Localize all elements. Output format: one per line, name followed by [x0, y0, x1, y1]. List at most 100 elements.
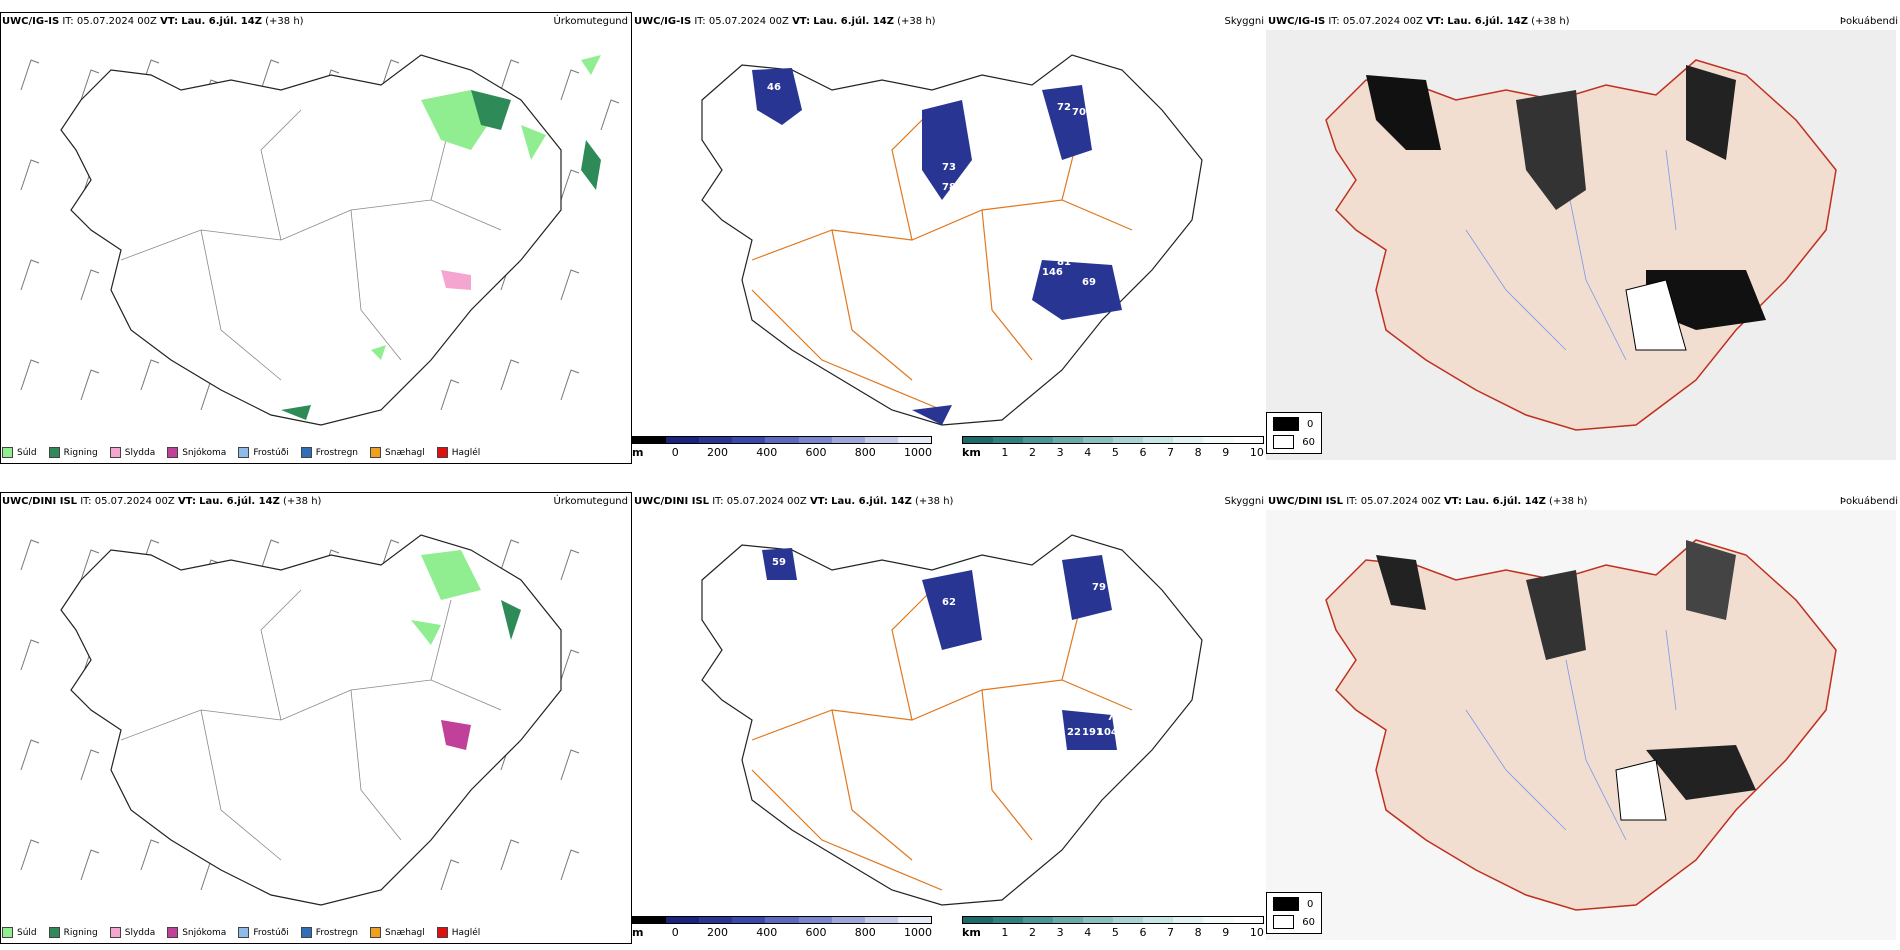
ceiling-panel-bottom: UWC/DINI ISL IT: 05.07.2024 00Z VT: Lau.…	[632, 492, 1264, 944]
ceiling-value-label: 73	[942, 162, 956, 173]
legend-swatch	[370, 927, 382, 938]
colorbar-cell	[864, 437, 898, 443]
colorbar-cell	[1203, 437, 1233, 443]
legend-swatch	[300, 927, 312, 938]
fog-legend: 0 60	[1266, 412, 1322, 454]
colorbar-tick: 1000	[903, 446, 932, 459]
legend-swatch	[436, 927, 448, 938]
precip-legend: Súld Rigning Slydda Snjókoma Frostúði Frostre…	[2, 927, 480, 938]
rivers	[1465, 629, 1677, 841]
legend-item: Frostregn	[300, 927, 358, 938]
colorbar-cell	[1233, 437, 1263, 443]
colorbar-tick: 600	[805, 926, 827, 939]
colorbar-unit: km	[962, 446, 981, 459]
colorbar-cell	[732, 917, 766, 923]
colorbar-cell	[831, 917, 865, 923]
colorbar-tick: 0	[671, 926, 679, 939]
colorbar-cell	[1173, 437, 1203, 443]
ceiling-value-label: 146	[1042, 267, 1063, 278]
colorbar-cell	[993, 437, 1023, 443]
legend-swatch	[167, 927, 179, 938]
ceiling-colorbar	[632, 916, 932, 924]
colorbar-tick: 9	[1222, 446, 1230, 459]
fog-legend: 0 60	[1266, 892, 1322, 934]
ceiling-value-label: 79	[1092, 582, 1106, 593]
colorbar-tick: 400	[756, 446, 778, 459]
colorbar-tick: 10	[1249, 446, 1264, 459]
ceiling-value-label: 69	[1082, 277, 1096, 288]
panel-title: Úrkomutegund	[553, 16, 628, 27]
colorbar-tick: 1000	[903, 926, 932, 939]
ceiling-value-label: 46	[767, 82, 781, 93]
colorbar-tick: 0	[671, 446, 679, 459]
legend-swatch	[238, 447, 250, 458]
ceiling-value-label: 104	[1097, 727, 1118, 738]
legend-item: Haglél	[436, 927, 480, 938]
legend-item: Frostúði	[238, 927, 289, 938]
legend-swatch	[109, 447, 121, 458]
colorbar-cell	[666, 437, 700, 443]
colorbar-cell	[1083, 437, 1113, 443]
colorbar-tick: 1	[1001, 926, 1009, 939]
iceland-land	[1325, 539, 1837, 911]
legend-item: Rigning	[48, 927, 98, 938]
ceiling-value-label: 78	[942, 182, 956, 193]
roads	[120, 589, 502, 861]
legend-swatch	[109, 927, 121, 938]
visibility-ticks: km 1 2 3 4 5 6 7 8 9 10	[962, 446, 1264, 459]
panel-header: UWC/DINI ISL IT: 05.07.2024 00Z VT: Lau.…	[1268, 496, 1588, 507]
ceiling-value-label: 59	[772, 557, 786, 568]
colorbar-cell	[765, 917, 799, 923]
ceiling-value-label: 70	[1072, 107, 1086, 118]
colorbar-cell	[1053, 437, 1083, 443]
colorbar-cell	[699, 437, 733, 443]
panel-title: Skyggni	[1224, 496, 1264, 507]
iceland-coastline	[60, 534, 562, 906]
colorbar-cell	[666, 917, 700, 923]
colorbar-cell	[765, 437, 799, 443]
colorbar-unit: m	[632, 446, 644, 459]
colorbar-cell	[1143, 917, 1173, 923]
ceiling-value-label: 72	[1107, 712, 1121, 723]
legend-swatch	[2, 927, 13, 938]
colorbar-tick: 200	[706, 926, 728, 939]
ceiling-value-label: 81	[1057, 257, 1071, 268]
legend-item: Súld	[2, 927, 37, 938]
colorbar-tick: 8	[1194, 926, 1202, 939]
legend-item: Frostúði	[238, 447, 289, 458]
panel-header: UWC/IG-IS IT: 05.07.2024 00Z VT: Lau. 6.…	[634, 16, 936, 27]
legend-item: Haglél	[436, 447, 480, 458]
roads	[751, 589, 1133, 891]
colorbar-cell	[1233, 917, 1263, 923]
colorbar-cell	[1173, 917, 1203, 923]
ceiling-value-label: 85	[1072, 182, 1086, 193]
visibility-ticks: km 1 2 3 4 5 6 7 8 9 10	[962, 926, 1264, 939]
colorbar-cell	[864, 917, 898, 923]
colorbar-cell	[1113, 437, 1143, 443]
colorbar-unit: m	[632, 926, 644, 939]
colorbar-tick: 5	[1111, 926, 1119, 939]
colorbar-tick: 200	[706, 446, 728, 459]
legend-swatch	[436, 447, 448, 458]
precip-frame	[0, 492, 632, 944]
precip-areas	[281, 55, 601, 420]
panel-header: UWC/IG-IS IT: 05.07.2024 00Z VT: Lau. 6.…	[2, 16, 304, 27]
precip-map	[20, 54, 620, 426]
colorbar-cell	[831, 437, 865, 443]
fog-areas	[1366, 65, 1766, 351]
visibility-colorbar	[962, 436, 1264, 444]
colorbar-cell	[798, 917, 832, 923]
legend-item: Snæhagl	[370, 927, 425, 938]
colorbar-cell	[993, 917, 1023, 923]
colorbar-cell	[798, 437, 832, 443]
ceiling-value-label: 22	[1067, 727, 1081, 738]
colorbar-cell	[897, 437, 931, 443]
colorbar-tick: 800	[854, 926, 876, 939]
colorbar-cell	[1203, 917, 1233, 923]
legend-swatch	[370, 447, 382, 458]
ceiling-ticks: m 0 200 400 600 800 1000	[632, 926, 932, 939]
colorbar-cell	[633, 437, 667, 443]
colorbar-tick: 7	[1167, 446, 1175, 459]
visibility-colorbar	[962, 916, 1264, 924]
